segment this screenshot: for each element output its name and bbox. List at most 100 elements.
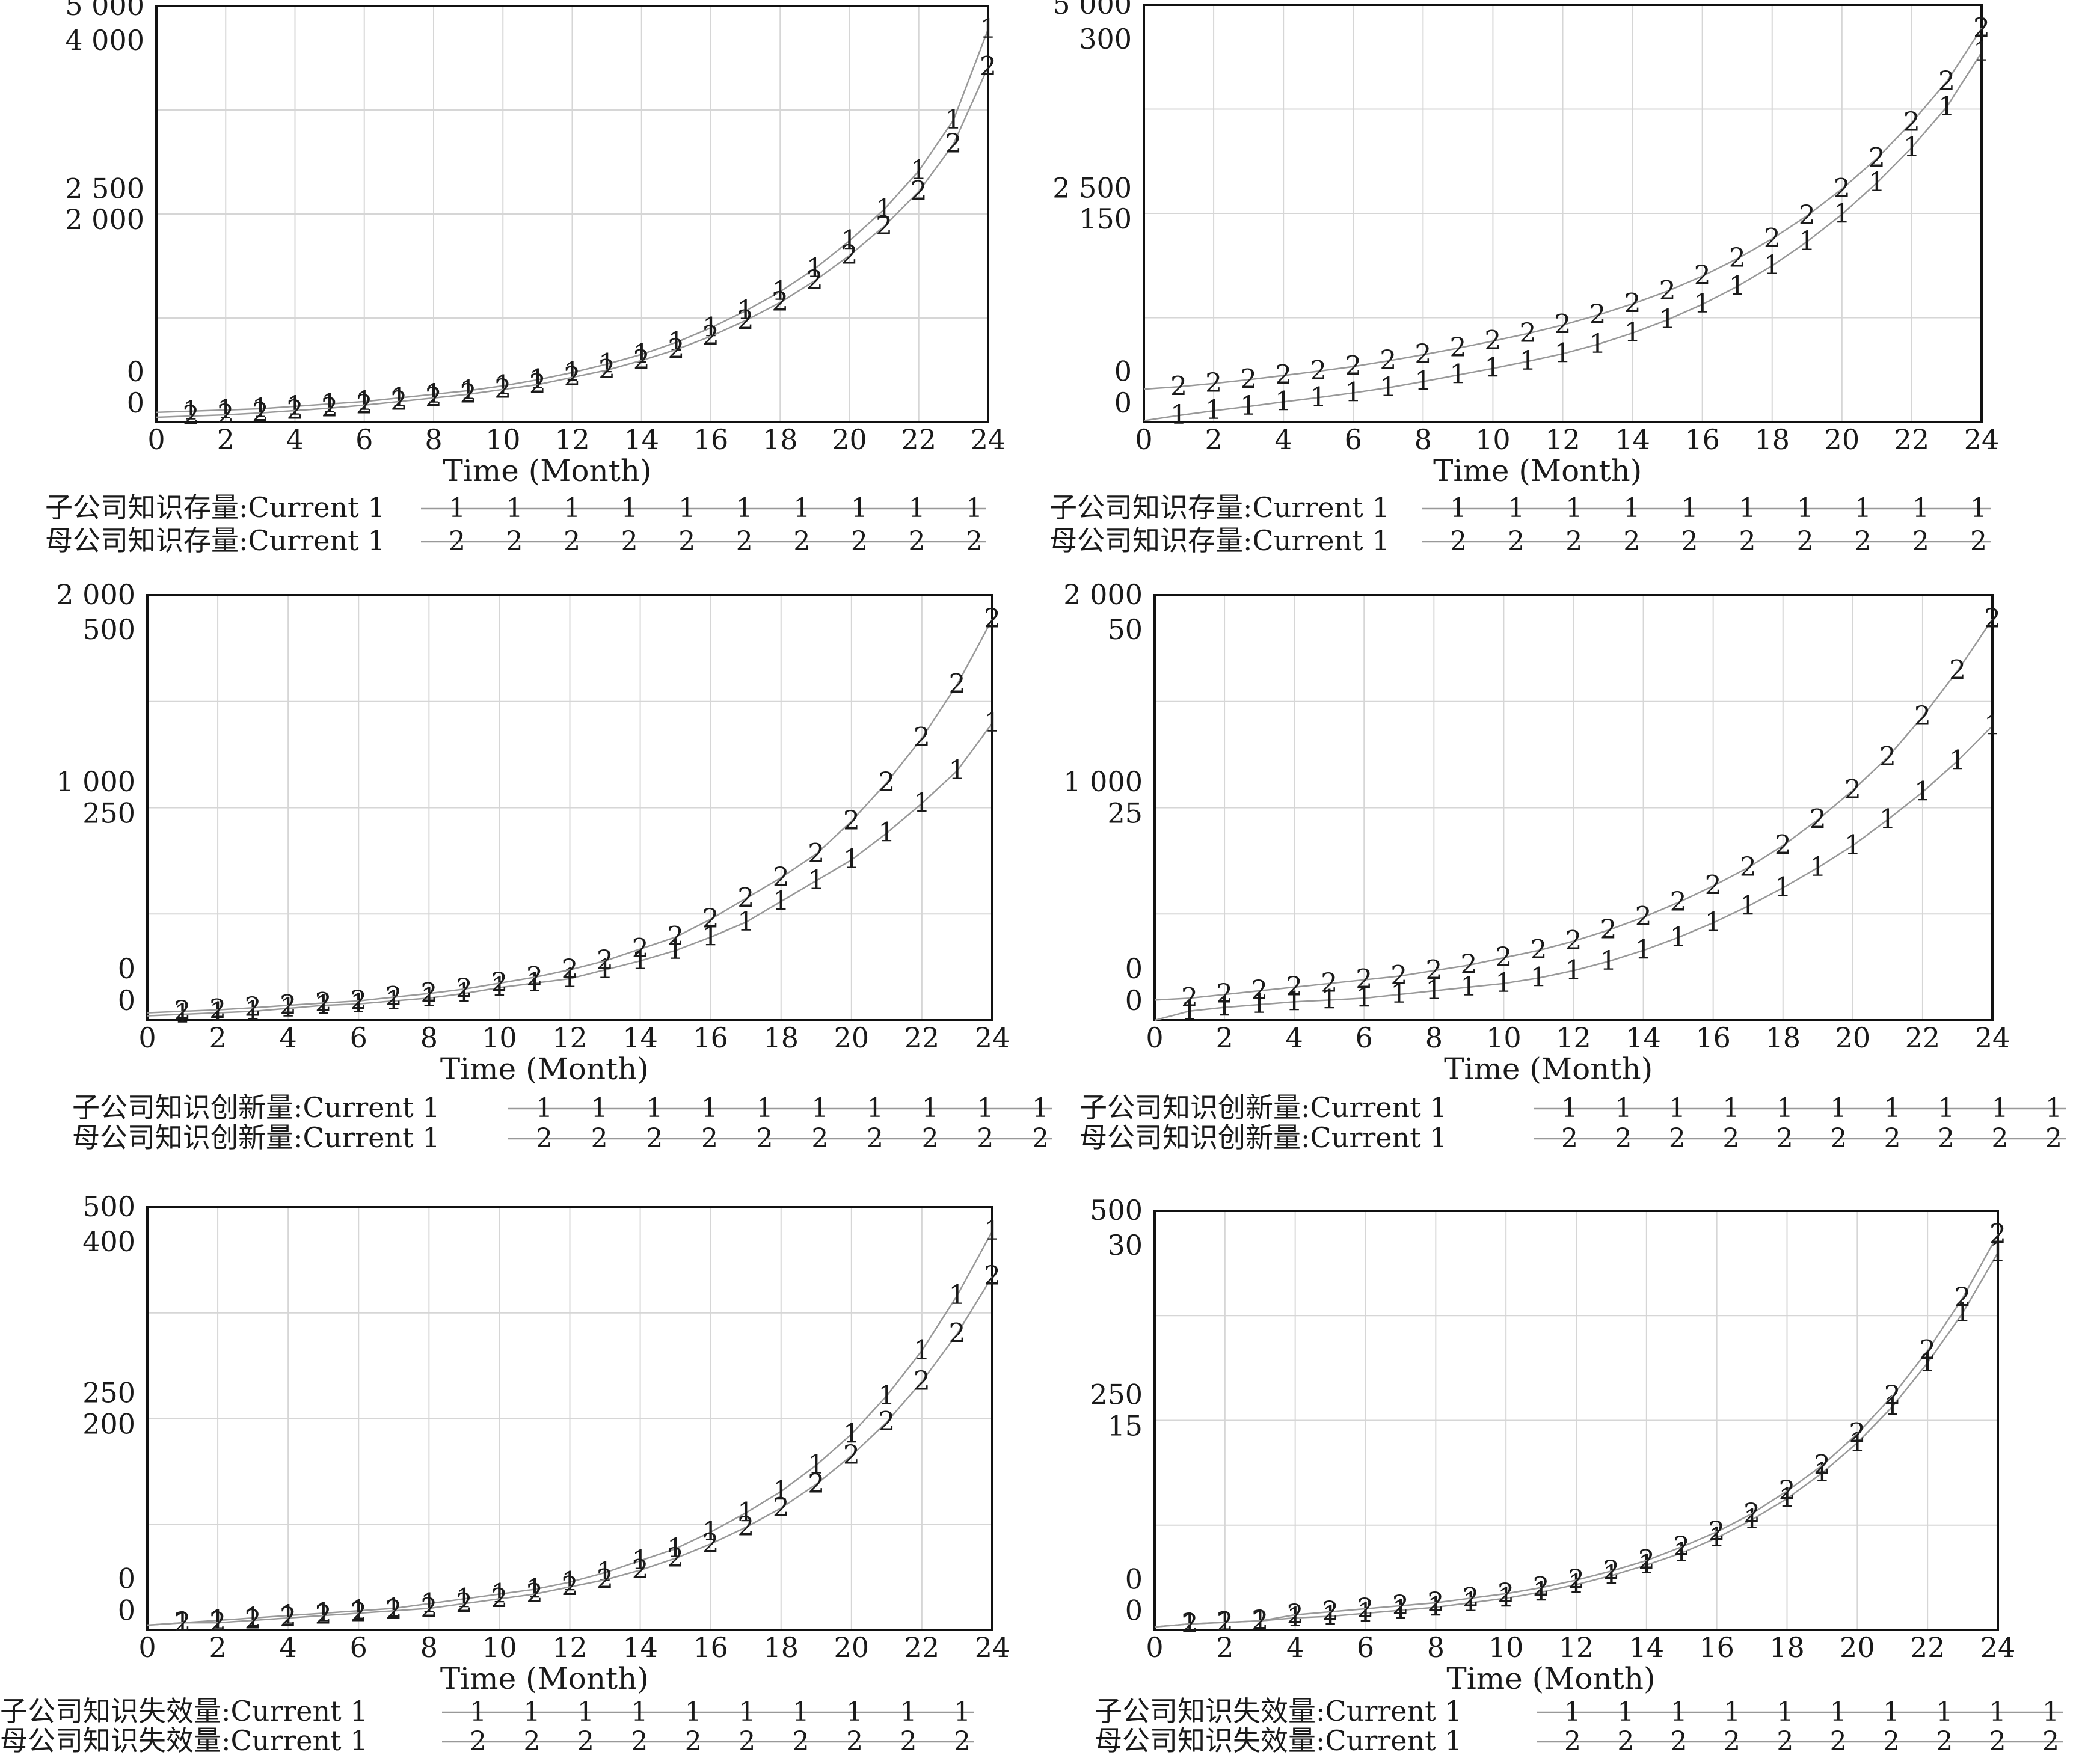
x-tick-label: 8 [1414, 423, 1432, 456]
series-marker-2: 2 [1380, 345, 1396, 376]
series-marker-1: 1 [1694, 289, 1711, 319]
x-tick-label: 16 [693, 1631, 728, 1664]
legend-marker: 2 [470, 1726, 487, 1757]
series-marker-1: 1 [385, 985, 402, 1016]
series-marker-2: 2 [1181, 982, 1198, 1013]
legend-marker: 1 [1032, 1093, 1049, 1124]
series-marker-1: 1 [1425, 975, 1442, 1006]
series-marker-1: 1 [1240, 391, 1257, 421]
series-marker-2: 2 [1392, 1590, 1409, 1621]
legend-marker: 2 [577, 1726, 594, 1757]
series-line-2 [1143, 28, 1983, 390]
series-marker-2: 2 [460, 379, 477, 409]
series-marker-2: 2 [245, 1605, 262, 1635]
series-marker-2: 2 [174, 996, 191, 1026]
legend-marker: 2 [966, 526, 983, 557]
x-tick-label: 20 [834, 1631, 870, 1664]
legend-marker: 2 [1777, 1123, 1793, 1154]
series-marker-1: 1 [456, 1583, 473, 1614]
series-marker-2: 2 [1181, 1608, 1198, 1639]
x-tick-label: 2 [1215, 1021, 1233, 1054]
series-marker-1: 1 [597, 1557, 613, 1588]
series-marker-2: 2 [252, 397, 269, 428]
series-marker-1: 1 [1322, 1600, 1339, 1631]
series-marker-2: 2 [562, 954, 579, 985]
x-tick-label: 4 [280, 1021, 297, 1054]
legend-marker: 2 [1561, 1123, 1578, 1154]
series-marker-1: 1 [1635, 935, 1652, 966]
legend-marker: 2 [1615, 1123, 1632, 1154]
series-marker-1: 1 [1705, 907, 1722, 938]
series-marker-2: 2 [425, 382, 442, 413]
series-marker-2: 2 [1240, 364, 1257, 395]
series-line-2 [147, 1276, 993, 1626]
series-marker-2: 2 [1170, 371, 1187, 402]
series-marker-2: 2 [1705, 871, 1722, 901]
series-marker-1: 1 [217, 394, 234, 425]
legend-marker: 1 [846, 1697, 863, 1727]
series-marker-1: 1 [1414, 366, 1431, 397]
series-marker-1: 1 [1879, 804, 1896, 835]
y-tick-label-outer: 0 [127, 355, 144, 388]
x-tick-label: 16 [693, 423, 729, 456]
legend-marker: 2 [1724, 1726, 1740, 1757]
legend-marker: 1 [793, 1697, 809, 1727]
x-tick-label: 10 [1486, 1021, 1522, 1054]
legend-marker: 2 [1830, 1123, 1847, 1154]
x-tick-label: 14 [1615, 423, 1650, 456]
series-marker-2: 2 [1955, 1282, 1971, 1313]
series-marker-1: 1 [773, 886, 790, 916]
series-line-2 [1154, 619, 1994, 1001]
legend-marker: 2 [621, 526, 638, 557]
x-tick-label: 24 [1980, 1631, 2016, 1664]
series-marker-2: 2 [315, 1600, 332, 1631]
x-tick-label: 12 [1559, 1631, 1594, 1664]
series-marker-2: 2 [1709, 1516, 1725, 1547]
series-marker-1: 1 [315, 1597, 332, 1628]
legend-marker: 2 [867, 1123, 883, 1154]
legend-marker: 2 [1681, 526, 1698, 557]
legend-marker: 2 [900, 1726, 917, 1757]
series-marker-1: 1 [183, 396, 200, 426]
series-marker-2: 2 [526, 1578, 543, 1609]
plot-frame [155, 5, 989, 423]
series-marker-2: 2 [174, 1607, 191, 1638]
series-marker-1: 1 [1380, 372, 1396, 403]
series-marker-2: 2 [1275, 360, 1292, 390]
x-tick-label: 18 [1765, 1021, 1801, 1054]
series-marker-1: 1 [1603, 1560, 1620, 1591]
legend-marker: 2 [449, 526, 465, 557]
series-marker-1: 1 [1205, 395, 1222, 426]
series-marker-2: 2 [737, 305, 754, 335]
series-marker-2: 2 [1914, 701, 1931, 732]
x-tick-label: 4 [1286, 1021, 1303, 1054]
series-marker-1: 1 [1834, 199, 1850, 230]
x-tick-label: 18 [763, 1631, 799, 1664]
series-marker-2: 2 [702, 320, 719, 351]
x-tick-label: 6 [350, 1631, 367, 1664]
series-marker-2: 2 [1989, 1219, 2006, 1249]
legend-marker: 2 [1564, 1726, 1581, 1757]
series-marker-2: 2 [350, 985, 367, 1016]
legend-marker: 2 [977, 1123, 993, 1154]
x-axis-label: Time (Month) [440, 1661, 649, 1696]
legend-label: 母公司知识创新量:Current 1 [72, 1121, 440, 1154]
series-marker-1: 1 [1495, 968, 1512, 999]
series-marker-2: 2 [1673, 1531, 1690, 1562]
series-line-1 [1154, 725, 1993, 1021]
series-marker-2: 2 [1799, 200, 1816, 231]
x-tick-label: 12 [552, 1021, 588, 1054]
series-marker-2: 2 [1427, 1587, 1444, 1618]
y-tick-label-outer: 0 [1125, 1563, 1143, 1595]
series-marker-2: 2 [529, 369, 546, 400]
x-tick-label: 0 [138, 1631, 156, 1664]
series-marker-2: 2 [1484, 325, 1501, 356]
series-marker-1: 1 [460, 375, 477, 406]
series-marker-2: 2 [806, 265, 823, 296]
series-marker-2: 2 [356, 390, 373, 420]
series-marker-1: 1 [773, 1476, 790, 1507]
legend-label: 子公司知识创新量:Current 1 [1079, 1091, 1448, 1124]
series-marker-1: 1 [1345, 377, 1362, 408]
